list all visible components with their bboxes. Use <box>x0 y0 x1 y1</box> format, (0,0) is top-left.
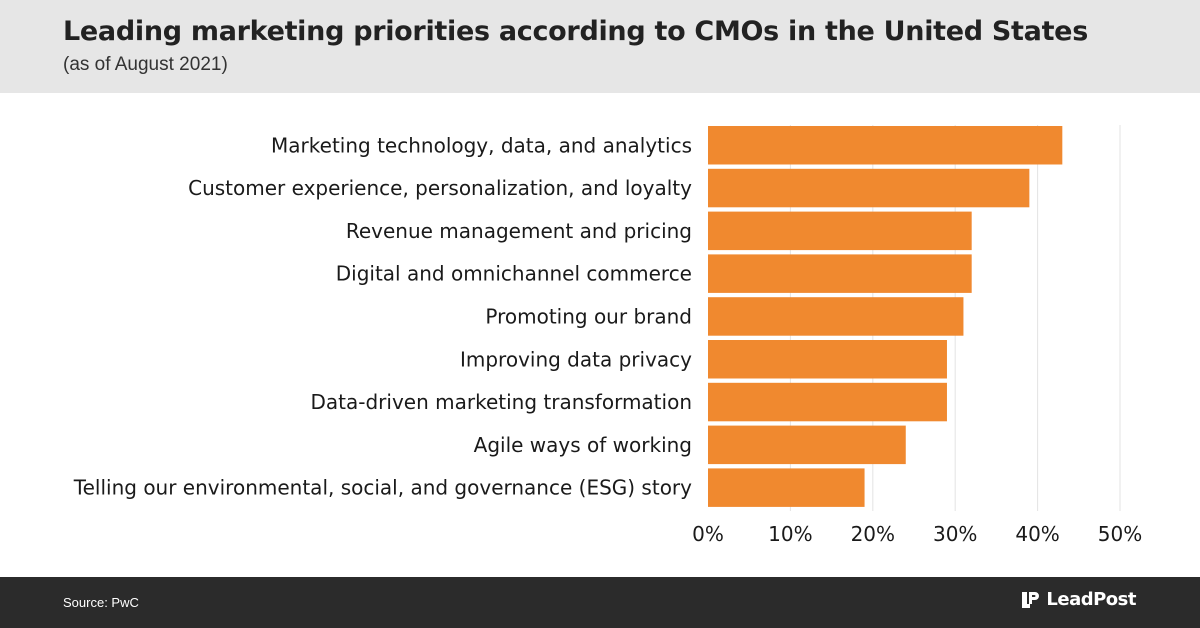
category-label: Data-driven marketing transformation <box>311 390 693 414</box>
bar <box>708 168 1030 208</box>
category-label: Improving data privacy <box>460 347 692 371</box>
chart-subtitle: (as of August 2021) <box>63 54 228 75</box>
category-label: Marketing technology, data, and analytic… <box>271 133 692 157</box>
category-label: Revenue management and pricing <box>346 219 692 243</box>
bar <box>708 126 1063 165</box>
bar <box>708 382 947 422</box>
category-label: Agile ways of working <box>474 433 692 457</box>
brand-name: LeadPost <box>1046 589 1136 610</box>
category-label: Telling our environmental, social, and g… <box>73 476 692 500</box>
bar-chart: Marketing technology, data, and analytic… <box>73 125 1142 546</box>
category-label: Digital and omnichannel commerce <box>336 262 692 286</box>
tick-label: 0% <box>692 522 724 546</box>
tick-label: 30% <box>933 522 977 546</box>
brand-logo: LeadPost <box>1020 589 1136 610</box>
bar <box>708 425 906 465</box>
tick-label: 50% <box>1098 522 1142 546</box>
category-label: Promoting our brand <box>485 304 692 328</box>
category-label: Customer experience, personalization, an… <box>188 176 692 200</box>
source-note: Source: PwC <box>63 595 139 610</box>
tick-label: 10% <box>768 522 812 546</box>
leadpost-logo-icon <box>1022 591 1040 608</box>
bar <box>708 211 972 251</box>
tick-label: 40% <box>1015 522 1059 546</box>
bar <box>708 297 964 336</box>
header-band: Leading marketing priorities according t… <box>0 0 1200 93</box>
bar <box>708 340 947 379</box>
tick-label: 20% <box>851 522 895 546</box>
footer-band: Source: PwC LeadPost <box>0 577 1200 628</box>
bar <box>708 468 865 507</box>
bar <box>708 254 972 293</box>
chart-title: Leading marketing priorities according t… <box>63 16 1088 47</box>
